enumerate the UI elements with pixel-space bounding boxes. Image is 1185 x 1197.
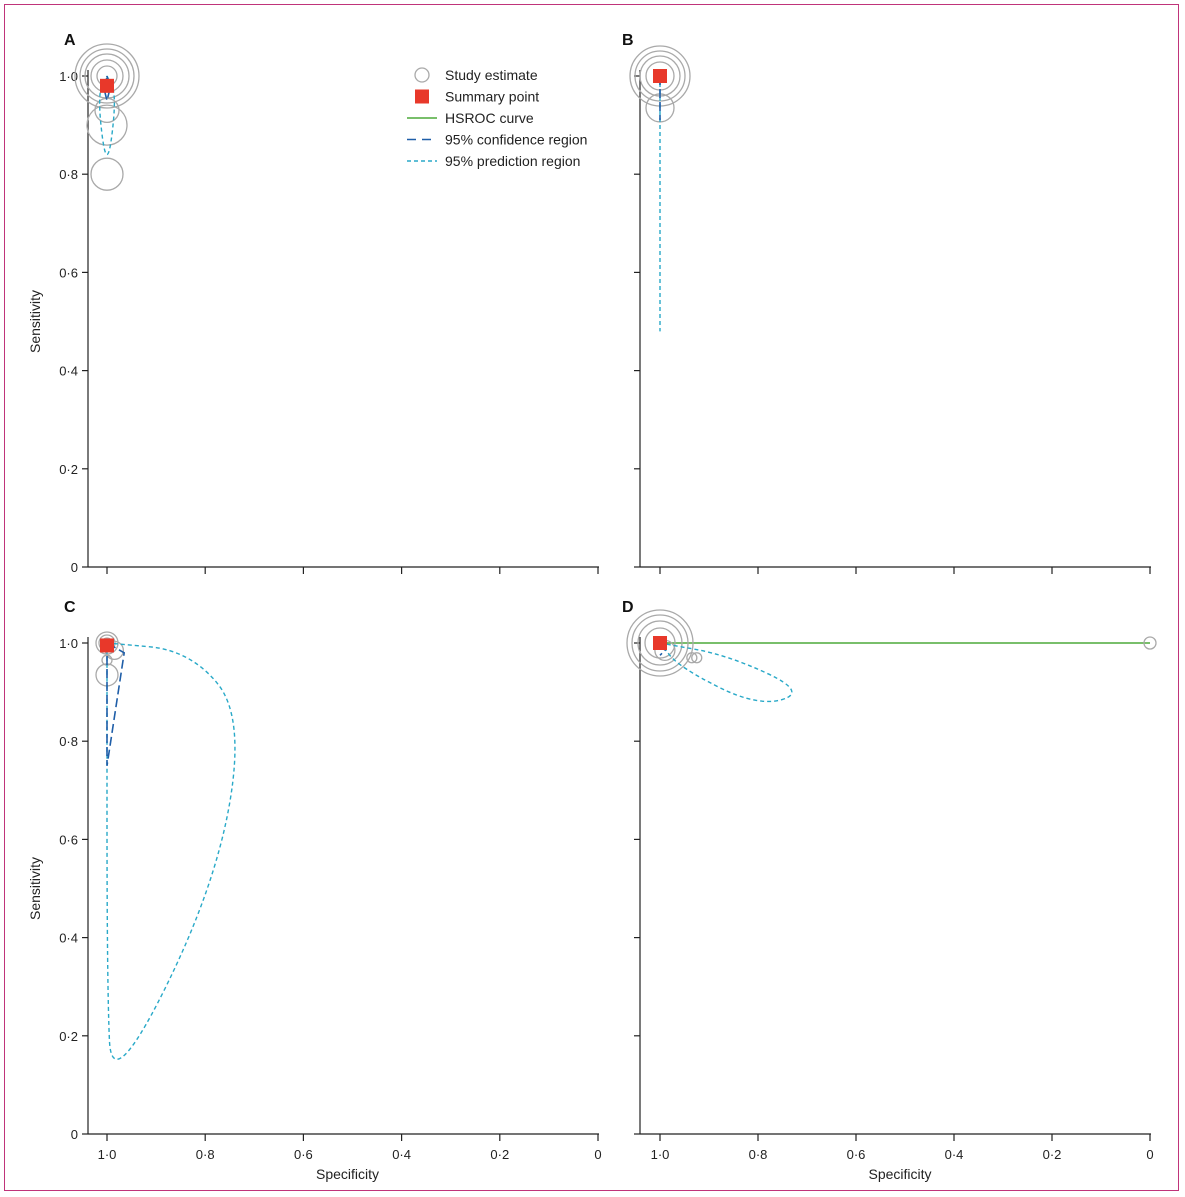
panel-letter: A xyxy=(64,32,76,49)
x-tick-label: 0 xyxy=(594,1147,601,1162)
x-tick-label: 0·4 xyxy=(945,1147,964,1162)
summary-point-marker xyxy=(653,69,667,83)
study-estimate-circle xyxy=(631,614,689,672)
y-tick-label: 1·0 xyxy=(59,69,78,84)
panel-letter: C xyxy=(64,599,76,616)
y-tick-label: 0·2 xyxy=(59,1029,78,1044)
y-tick-label: 0 xyxy=(71,1127,78,1142)
panel-letter: D xyxy=(622,599,634,616)
x-tick-label: 0 xyxy=(1146,1147,1153,1162)
summary-point-marker xyxy=(100,78,114,93)
panel-d: D 1·0 0·8 0·6 0·4 0·2 0 Specificity xyxy=(622,599,1157,1182)
legend: Study estimate Summary point HSROC curve 95… xyxy=(407,67,587,169)
x-tick-label: 0·8 xyxy=(749,1147,768,1162)
study-estimate-circle xyxy=(637,620,683,666)
y-tick-label: 0·8 xyxy=(59,734,78,749)
prediction-region xyxy=(659,642,793,703)
x-tick-label: 0·8 xyxy=(196,1147,215,1162)
y-tick-label: 0·8 xyxy=(59,167,78,182)
x-tick-label: 0·2 xyxy=(1043,1147,1062,1162)
x-tick-label: 0·2 xyxy=(490,1147,509,1162)
legend-study-estimate-icon xyxy=(414,67,430,83)
y-tick-label: 0·6 xyxy=(59,265,78,280)
x-tick-label: 0·4 xyxy=(392,1147,411,1162)
prediction-region xyxy=(106,642,236,1060)
confidence-region xyxy=(106,642,126,766)
summary-point-marker xyxy=(100,638,114,653)
x-tick-label: 0·6 xyxy=(294,1147,313,1162)
y-tick-label: 0·6 xyxy=(59,832,78,847)
legend-label: 95% confidence region xyxy=(445,132,587,148)
y-tick-label: 0·2 xyxy=(59,462,78,477)
panel-a: A 0 0·2 0·4 0·6 0·8 1·0 Sensitivity xyxy=(27,32,599,575)
y-axis-title: Sensitivity xyxy=(27,857,43,920)
x-axis-title: Specificity xyxy=(868,1166,931,1182)
legend-label: 95% prediction region xyxy=(445,153,580,169)
study-estimate-circle xyxy=(90,157,124,191)
y-tick-label: 0 xyxy=(71,560,78,575)
study-estimate-circle xyxy=(644,627,676,659)
study-estimate-circle xyxy=(79,48,135,104)
study-estimate-circle xyxy=(94,97,120,124)
panel-c: C 0 0·2 0·4 0·6 0·8 1·0 1·0 0·8 0·6 0·4 0·2 0 Sensiti… xyxy=(27,599,602,1182)
x-axis-title: Specificity xyxy=(316,1166,379,1182)
x-tick-label: 0·6 xyxy=(847,1147,866,1162)
study-estimate-circle xyxy=(626,609,694,677)
y-axis-title: Sensitivity xyxy=(27,290,43,353)
y-tick-label: 0·4 xyxy=(59,931,78,946)
y-tick-label: 0·4 xyxy=(59,364,78,379)
legend-summary-point-icon xyxy=(415,89,429,104)
panel-letter: B xyxy=(622,32,634,49)
panel-b: B xyxy=(622,32,1151,574)
x-tick-label: 1·0 xyxy=(651,1147,670,1162)
legend-label: Summary point xyxy=(445,89,539,105)
study-estimate-circle xyxy=(691,652,703,664)
y-tick-label: 1·0 xyxy=(59,636,78,651)
summary-point-marker xyxy=(653,636,667,650)
study-estimate-circle xyxy=(86,104,128,146)
legend-label: HSROC curve xyxy=(445,110,534,126)
study-estimate-circle xyxy=(74,43,140,109)
study-estimate-circle xyxy=(1143,636,1157,650)
x-tick-label: 1·0 xyxy=(98,1147,117,1162)
legend-label: Study estimate xyxy=(445,67,538,83)
figure-frame xyxy=(4,4,1179,1191)
study-estimate-circle xyxy=(95,631,119,655)
study-estimate-circle xyxy=(686,652,698,664)
